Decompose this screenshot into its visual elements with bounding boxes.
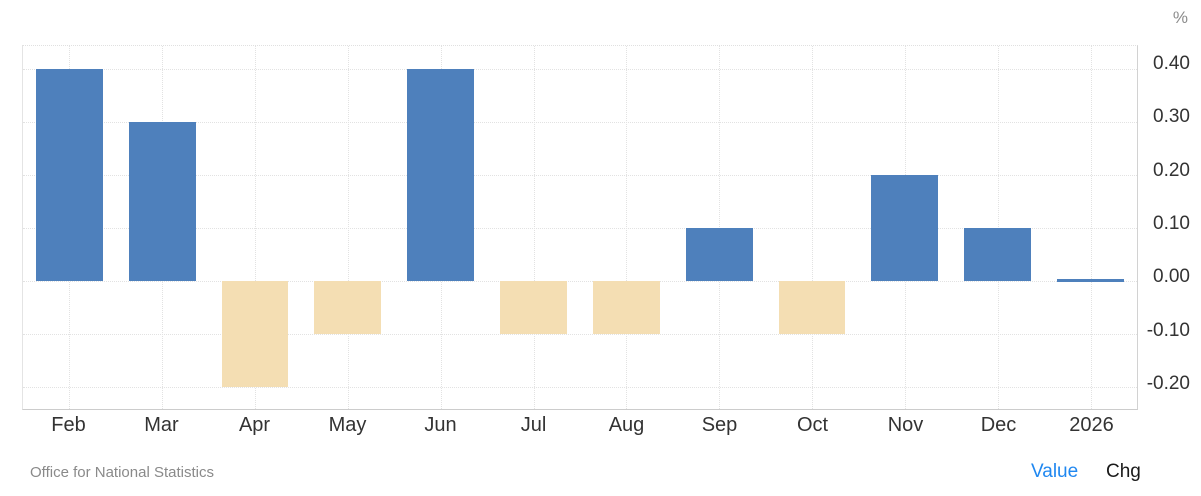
vertical-gridline: [347, 46, 349, 409]
bar-mar[interactable]: [128, 121, 196, 282]
x-tick-label: Apr: [238, 414, 271, 436]
horizontal-gridline: [23, 334, 1137, 336]
y-axis-labels: 0.40 0.30 0.20 0.10 0.00 -0.10 -0.20: [1138, 45, 1192, 410]
vertical-gridline: [812, 46, 814, 409]
chg-toggle-link[interactable]: Chg: [1106, 461, 1141, 482]
horizontal-gridline: [23, 228, 1137, 230]
x-tick-label: Feb: [51, 414, 86, 436]
bar-aug[interactable]: [592, 281, 660, 335]
source-attribution: Office for National Statistics: [30, 464, 214, 481]
bar-2026[interactable]: [1057, 279, 1124, 283]
y-tick-label: 0.20: [1153, 159, 1190, 181]
x-tick-label: Dec: [980, 414, 1017, 436]
horizontal-gridline: [23, 174, 1137, 176]
bar-oct[interactable]: [778, 281, 846, 335]
horizontal-gridline: [23, 387, 1137, 389]
plot-area: [22, 45, 1138, 410]
x-tick-label: Jun: [424, 414, 457, 436]
x-tick-label: Oct: [796, 414, 829, 436]
bar-jul[interactable]: [500, 281, 567, 335]
x-tick-label: Sep: [701, 414, 738, 436]
x-tick-label: 2026: [1069, 414, 1114, 436]
x-tick-label: Nov: [887, 414, 924, 436]
y-tick-label: 0.00: [1153, 266, 1190, 288]
y-tick-label: -0.20: [1146, 373, 1190, 395]
y-tick-label: 0.30: [1153, 106, 1190, 128]
bar-apr[interactable]: [221, 281, 289, 388]
vertical-gridline: [719, 46, 721, 409]
bar-may[interactable]: [314, 281, 382, 335]
vertical-gridline: [255, 46, 257, 409]
horizontal-gridline: [23, 68, 1137, 70]
vertical-gridline: [626, 46, 628, 409]
y-axis-unit-label: %: [1172, 8, 1188, 27]
bar-dec[interactable]: [964, 228, 1032, 282]
x-tick-label: May: [328, 414, 367, 436]
x-tick-label: Mar: [144, 414, 179, 436]
bar-jun[interactable]: [407, 68, 475, 282]
vertical-gridline: [533, 46, 535, 409]
x-axis-labels: Feb Mar Apr May Jun Jul Aug Sep Oct Nov Dec 2026: [22, 414, 1138, 440]
horizontal-gridline: [23, 121, 1137, 123]
vertical-gridline: [1090, 46, 1092, 409]
horizontal-gridline: [23, 281, 1137, 283]
y-tick-label: 0.40: [1153, 52, 1190, 74]
bar-feb[interactable]: [35, 68, 103, 282]
x-tick-label: Jul: [520, 414, 547, 436]
bar-nov[interactable]: [871, 174, 939, 282]
y-tick-label: 0.10: [1153, 213, 1190, 235]
vertical-gridline: [997, 46, 999, 409]
bar-sep[interactable]: [685, 228, 753, 282]
value-toggle-link[interactable]: Value: [1031, 461, 1079, 482]
y-tick-label: -0.10: [1146, 319, 1190, 341]
x-tick-label: Aug: [608, 414, 645, 436]
